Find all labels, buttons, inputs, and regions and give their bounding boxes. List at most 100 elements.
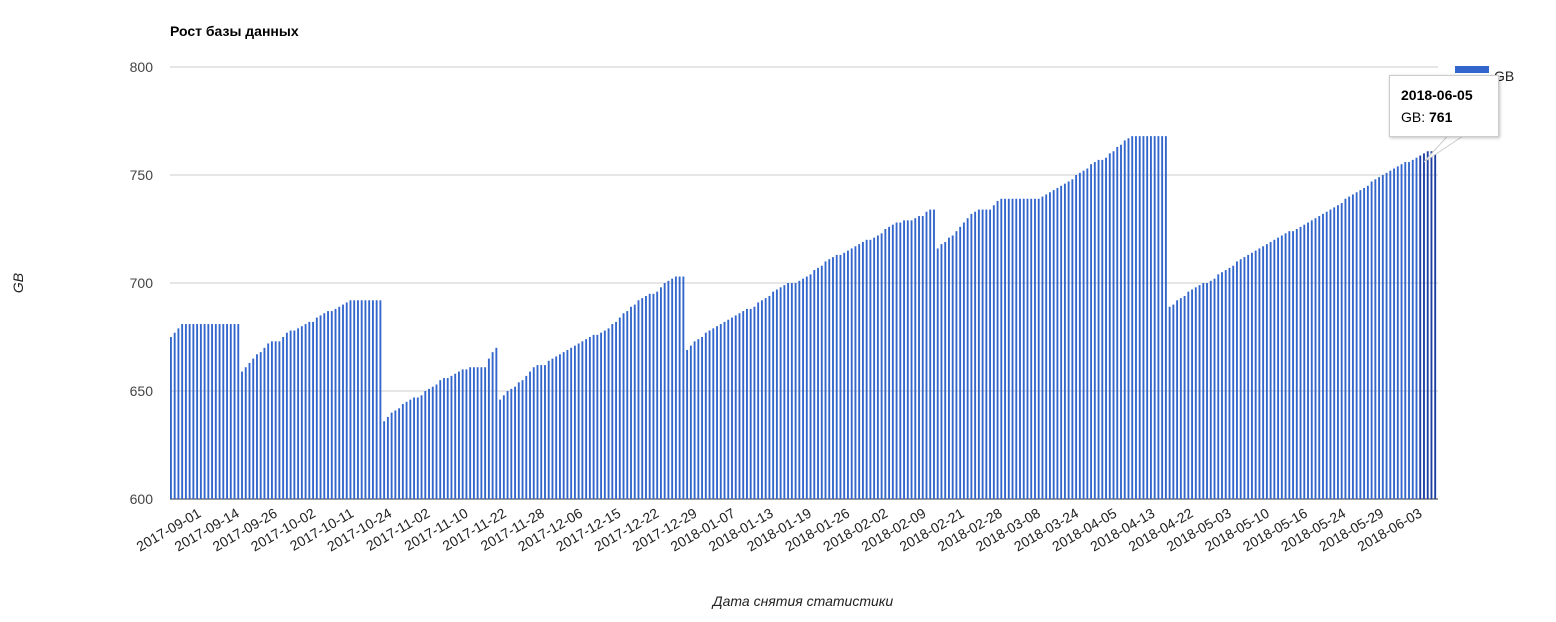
bar[interactable]	[719, 324, 722, 499]
bar[interactable]	[626, 311, 629, 499]
bar[interactable]	[731, 317, 733, 499]
bar[interactable]	[813, 270, 816, 499]
bar[interactable]	[876, 235, 879, 500]
bar[interactable]	[1123, 140, 1126, 499]
bar[interactable]	[1385, 172, 1388, 499]
bar[interactable]	[790, 283, 793, 499]
bar[interactable]	[1191, 289, 1193, 499]
bar[interactable]	[671, 278, 674, 499]
bar[interactable]	[1273, 239, 1276, 500]
bar[interactable]	[330, 311, 333, 499]
bar[interactable]	[738, 313, 741, 499]
bar[interactable]	[992, 205, 995, 500]
bar[interactable]	[285, 332, 288, 499]
bar[interactable]	[1097, 159, 1100, 499]
bar[interactable]	[824, 261, 827, 499]
bar[interactable]	[861, 241, 864, 499]
bar[interactable]	[869, 239, 872, 500]
bar[interactable]	[1243, 257, 1246, 499]
bar[interactable]	[1434, 151, 1437, 500]
bar[interactable]	[401, 403, 404, 499]
bar[interactable]	[1314, 218, 1317, 499]
bar[interactable]	[798, 280, 801, 499]
bar[interactable]	[757, 302, 760, 499]
bar[interactable]	[891, 224, 894, 499]
bar[interactable]	[1179, 298, 1182, 499]
bar[interactable]	[1280, 235, 1283, 500]
bar[interactable]	[293, 330, 296, 499]
bar[interactable]	[970, 213, 973, 499]
bar[interactable]	[618, 317, 621, 499]
bar[interactable]	[940, 244, 943, 499]
bar[interactable]	[1120, 144, 1122, 499]
bar[interactable]	[1254, 250, 1257, 499]
bar[interactable]	[1217, 274, 1220, 499]
bar[interactable]	[955, 231, 958, 499]
bar[interactable]	[1269, 241, 1272, 499]
bar[interactable]	[312, 321, 315, 499]
bar[interactable]	[903, 220, 905, 500]
bar[interactable]	[1164, 136, 1167, 499]
bar[interactable]	[1183, 295, 1186, 499]
bar[interactable]	[256, 354, 258, 499]
bar[interactable]	[315, 317, 318, 499]
bar[interactable]	[229, 324, 232, 499]
bar[interactable]	[1135, 136, 1137, 499]
bar[interactable]	[349, 300, 352, 499]
bar[interactable]	[1049, 192, 1051, 499]
bar[interactable]	[386, 416, 389, 499]
bar[interactable]	[1232, 265, 1235, 499]
bar[interactable]	[1075, 175, 1078, 499]
bar[interactable]	[1108, 153, 1111, 499]
bar[interactable]	[1056, 187, 1059, 499]
bar[interactable]	[1426, 151, 1429, 500]
bar[interactable]	[749, 308, 752, 499]
bar[interactable]	[559, 354, 561, 499]
bar[interactable]	[962, 222, 965, 499]
bar[interactable]	[880, 233, 883, 499]
bar[interactable]	[820, 265, 823, 499]
bar[interactable]	[1026, 198, 1029, 499]
bar[interactable]	[704, 332, 707, 499]
bar[interactable]	[319, 315, 322, 499]
bar[interactable]	[547, 360, 550, 499]
bar[interactable]	[274, 341, 277, 499]
bar[interactable]	[1138, 136, 1141, 499]
bar[interactable]	[674, 276, 677, 499]
bar[interactable]	[607, 328, 610, 499]
bar[interactable]	[394, 410, 397, 499]
bar[interactable]	[775, 289, 778, 499]
bar[interactable]	[1157, 136, 1160, 499]
bar[interactable]	[1034, 198, 1036, 499]
bar[interactable]	[420, 395, 423, 499]
bar[interactable]	[918, 216, 920, 500]
bar[interactable]	[259, 352, 262, 499]
bar[interactable]	[566, 349, 569, 499]
bar[interactable]	[1337, 205, 1339, 500]
bar[interactable]	[1415, 157, 1418, 499]
bar[interactable]	[787, 283, 790, 499]
bar[interactable]	[888, 226, 891, 499]
bar[interactable]	[532, 367, 535, 499]
bar[interactable]	[458, 371, 460, 499]
bar[interactable]	[832, 257, 834, 499]
bar[interactable]	[1019, 198, 1021, 499]
bar[interactable]	[828, 259, 831, 499]
bar[interactable]	[297, 328, 300, 499]
bar[interactable]	[843, 252, 846, 499]
bar[interactable]	[925, 211, 928, 499]
bar[interactable]	[592, 334, 595, 499]
bar[interactable]	[603, 330, 606, 499]
bar[interactable]	[1303, 224, 1306, 499]
bar[interactable]	[443, 378, 445, 499]
bar[interactable]	[884, 229, 887, 499]
bar[interactable]	[996, 200, 999, 500]
bar[interactable]	[1404, 162, 1407, 500]
bar[interactable]	[1359, 190, 1362, 499]
bar[interactable]	[450, 375, 453, 499]
bar[interactable]	[596, 334, 599, 499]
bar[interactable]	[682, 276, 685, 499]
bar[interactable]	[1430, 151, 1433, 500]
bar[interactable]	[480, 367, 483, 499]
bar[interactable]	[573, 345, 576, 499]
